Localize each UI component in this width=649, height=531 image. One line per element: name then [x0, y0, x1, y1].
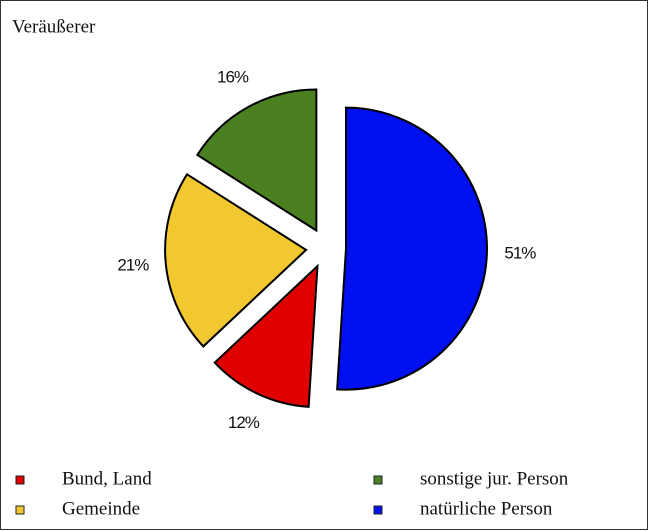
chart-title: Veräußerer	[12, 16, 96, 37]
data-label: 16%	[217, 67, 249, 86]
legend-swatch	[15, 505, 25, 515]
pie-slice	[195, 88, 318, 233]
legend-swatch	[373, 505, 383, 515]
legend-swatch	[373, 475, 383, 485]
pie-slice	[164, 172, 308, 348]
legend-swatch	[15, 475, 25, 485]
pie-slice	[336, 106, 488, 391]
data-label: 21%	[117, 256, 149, 275]
pie-slice	[213, 263, 319, 408]
legend-label: Gemeinde	[62, 498, 140, 519]
data-label: 51%	[504, 244, 536, 263]
data-label: 12%	[228, 413, 260, 432]
legend-label: sonstige jur. Person	[420, 468, 569, 489]
legend-label: Bund, Land	[62, 468, 152, 489]
legend-label: natürliche Person	[420, 498, 553, 519]
